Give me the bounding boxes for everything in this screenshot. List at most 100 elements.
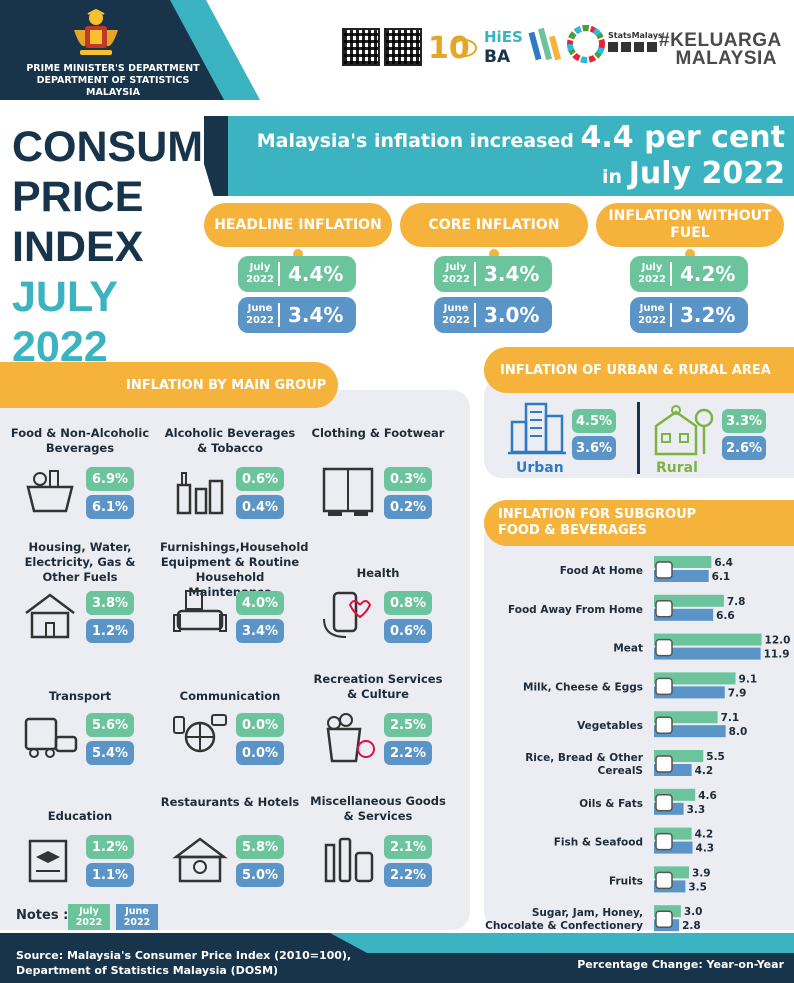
july-rate-box: July 2022 4.2% [630, 256, 748, 292]
data-label: 3.5 [688, 881, 707, 893]
sdg-wheel-icon [567, 25, 605, 63]
city-buildings-icon [508, 402, 566, 455]
anniversary-logo-icon: 10 [428, 31, 477, 66]
svg-text:StatsMalaysia: StatsMalaysia [608, 31, 662, 40]
stats-malaysia-social-icon: StatsMalaysia [608, 31, 662, 52]
data-label: 6.4 [714, 557, 733, 569]
category-label: Meat [613, 643, 643, 655]
month-label: July 2022 [246, 262, 280, 286]
data-label: 4.2 [695, 829, 714, 841]
month-label: June 2022 [638, 303, 672, 327]
subgroup-food-icon [655, 716, 673, 734]
group-july-value: 0.8% [384, 591, 432, 615]
category-label: Milk, Cheese & Eggs [523, 681, 643, 693]
notes-label: Notes : [16, 908, 69, 923]
category-label: Fruits [609, 875, 643, 887]
group-june-value: 5.4% [86, 741, 134, 765]
group-july-value: 5.8% [236, 835, 284, 859]
source-note: Source: Malaysia's Consumer Price Index … [16, 949, 352, 977]
subgroup-title-line: FOOD & BEVERAGES [498, 523, 647, 538]
subgroup-food-icon [655, 677, 673, 696]
legend-june: June 2022 [116, 904, 158, 930]
urban-july-value: 4.5% [572, 409, 616, 433]
rate-value: 3.2% [680, 303, 736, 327]
header: PRIME MINISTER'S DEPARTMENT DEPARTMENT O… [0, 0, 794, 100]
group-june-value: 1.1% [86, 863, 134, 887]
group-june-value: 0.6% [384, 619, 432, 643]
group-july-value: 1.2% [86, 835, 134, 859]
communication-icon [173, 714, 227, 753]
data-label: 6.6 [716, 610, 735, 622]
banner-pre: Malaysia's inflation increased [256, 130, 574, 152]
group-july-value: 5.6% [86, 713, 134, 737]
data-label: 4.3 [696, 843, 715, 855]
vehicles-icon [24, 717, 78, 758]
pill-connector-dot [293, 249, 303, 259]
subgroup-food-icon [655, 638, 673, 657]
group-june-value: 1.2% [86, 619, 134, 643]
popcorn-icon [326, 713, 375, 763]
data-label: 6.1 [712, 571, 731, 583]
title-year: JULY 2022 [12, 273, 118, 371]
bar-june [654, 647, 761, 660]
data-label: 4.6 [698, 790, 717, 802]
malaysia-crest-icon [74, 8, 118, 55]
group-july-value: 6.9% [86, 467, 134, 491]
banner-line-2: in July 2022 [240, 156, 785, 191]
pill-connector-dot [685, 249, 695, 259]
month-label: June 2022 [246, 303, 280, 327]
wardrobe-icon [322, 467, 374, 516]
july-rate-box: July 2022 3.4% [434, 256, 552, 292]
subgroup-food-icon [655, 832, 673, 851]
banner-value: 4.4 per cent [580, 120, 785, 155]
category-label: Oils & Fats [579, 798, 643, 810]
subgroup-food-icon [655, 561, 673, 579]
data-label: 7.8 [727, 596, 746, 608]
june-rate-box: June 2022 3.0% [434, 297, 552, 333]
pill-connector-dot [489, 249, 499, 259]
group-july-value: 3.8% [86, 591, 134, 615]
bar-july [654, 672, 736, 685]
month-label: July 2022 [442, 262, 476, 286]
qr-code-icon [342, 28, 380, 66]
category-label: Fish & Seafood [554, 837, 643, 849]
subgroup-food-icon [655, 600, 673, 618]
data-label: 4.2 [695, 765, 714, 777]
group-july-value: 0.6% [236, 467, 284, 491]
rural-house-icon [654, 405, 714, 456]
june-rate-box: June 2022 3.4% [238, 297, 356, 333]
category-label: Sugar, Jam, Honey, Chocolate & Confection… [485, 907, 643, 932]
group-june-value: 0.2% [384, 495, 432, 519]
main-group-title: INFLATION BY MAIN GROUP [0, 362, 338, 408]
bottles-icon [176, 472, 224, 515]
title-line: CONSUMER [12, 123, 263, 171]
group-july-value: 2.1% [384, 835, 432, 859]
svg-text:BA: BA [484, 47, 511, 67]
banner-line-1: Malaysia's inflation increased 4.4 per c… [240, 120, 785, 155]
data-label: 11.9 [764, 649, 790, 661]
group-july-value: 2.5% [384, 713, 432, 737]
svg-text:10: 10 [428, 31, 470, 66]
title-line: INDEX [12, 223, 144, 271]
subgroup-food-icon [655, 755, 673, 773]
percentage-note: Percentage Change: Year-on-Year [577, 958, 784, 971]
group-june-value: 2.2% [384, 741, 432, 765]
rural-july-value: 3.3% [722, 409, 766, 433]
rate-value: 3.4% [484, 262, 540, 286]
group-label: Clothing & Footwear [311, 426, 445, 440]
data-label: 3.9 [692, 867, 711, 879]
graduation-book-icon [28, 839, 68, 883]
hies-ba-logo-icon: HiES BA [484, 28, 522, 67]
group-label: Recreation Services & Culture [313, 672, 443, 701]
subgroup-bar-chart: Food At Home 6.4 6.1 Food Away From Home 7.8… [485, 556, 790, 932]
legend-july: July 2022 [68, 904, 110, 930]
subgroup-title: INFLATION FOR SUBGROUP FOOD & BEVERAGES [484, 500, 794, 546]
category-label: Food Away From Home [508, 604, 643, 616]
data-label: 9.1 [739, 673, 758, 685]
subgroup-title-line: INFLATION FOR SUBGROUP [498, 507, 697, 522]
banner-month: July 2022 [628, 156, 785, 191]
group-label: Communication [179, 689, 281, 703]
sofa-icon [173, 590, 227, 632]
toiletries-icon [324, 837, 374, 883]
qr-code-icon [384, 28, 422, 66]
